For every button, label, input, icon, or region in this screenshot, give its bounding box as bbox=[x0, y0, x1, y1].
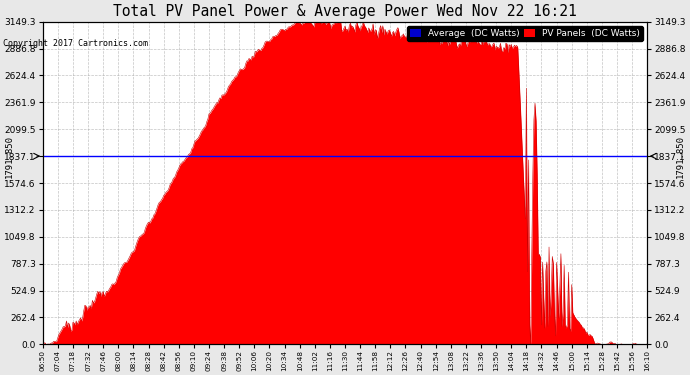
Title: Total PV Panel Power & Average Power Wed Nov 22 16:21: Total PV Panel Power & Average Power Wed… bbox=[113, 4, 577, 19]
Text: Copyright 2017 Cartronics.com: Copyright 2017 Cartronics.com bbox=[3, 39, 148, 48]
Legend: Average  (DC Watts), PV Panels  (DC Watts): Average (DC Watts), PV Panels (DC Watts) bbox=[407, 26, 643, 40]
Text: 1791.850: 1791.850 bbox=[5, 135, 14, 178]
Text: 1791.850: 1791.850 bbox=[676, 135, 685, 178]
